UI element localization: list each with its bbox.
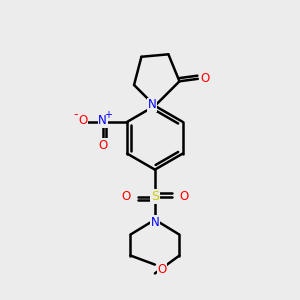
Text: +: +	[104, 110, 112, 120]
Text: O: O	[158, 262, 167, 275]
Text: O: O	[78, 114, 87, 127]
Text: N: N	[148, 98, 157, 111]
Text: O: O	[121, 190, 130, 202]
Text: O: O	[200, 72, 209, 85]
Text: S: S	[151, 190, 159, 203]
Text: O: O	[179, 190, 188, 202]
Text: N: N	[151, 216, 159, 229]
Text: O: O	[98, 139, 107, 152]
Text: N: N	[98, 114, 107, 127]
Text: -: -	[73, 108, 77, 122]
